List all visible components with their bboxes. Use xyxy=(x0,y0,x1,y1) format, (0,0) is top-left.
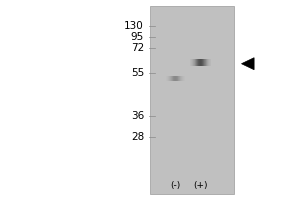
Bar xyxy=(176,76,177,81)
Bar xyxy=(200,59,201,66)
Polygon shape xyxy=(242,58,254,70)
Bar xyxy=(174,76,175,81)
Bar xyxy=(202,59,203,66)
Bar xyxy=(201,59,202,66)
Bar xyxy=(169,76,170,81)
Bar xyxy=(150,6,234,194)
Text: 95: 95 xyxy=(131,32,144,42)
Bar xyxy=(210,59,211,66)
Bar xyxy=(205,59,206,66)
Bar xyxy=(192,59,193,66)
Bar xyxy=(180,76,181,81)
Bar xyxy=(195,59,196,66)
Bar xyxy=(206,59,207,66)
Bar xyxy=(168,76,169,81)
Bar xyxy=(183,76,184,81)
Bar xyxy=(209,59,210,66)
Bar xyxy=(204,59,205,66)
Bar xyxy=(203,59,204,66)
Bar xyxy=(207,59,208,66)
Bar xyxy=(167,76,168,81)
Bar xyxy=(197,59,198,66)
Text: (-): (-) xyxy=(170,181,180,190)
Bar xyxy=(171,76,172,81)
Bar xyxy=(179,76,180,81)
Bar xyxy=(193,59,194,66)
Bar xyxy=(173,76,174,81)
Text: (+): (+) xyxy=(193,181,208,190)
Bar xyxy=(172,76,173,81)
Bar xyxy=(178,76,179,81)
Text: 130: 130 xyxy=(124,21,144,31)
Bar xyxy=(170,76,171,81)
Bar xyxy=(196,59,197,66)
Bar xyxy=(198,59,199,66)
Bar xyxy=(184,76,185,81)
Text: 28: 28 xyxy=(131,132,144,142)
Bar xyxy=(181,76,182,81)
Bar xyxy=(199,59,200,66)
Bar xyxy=(191,59,192,66)
Text: 72: 72 xyxy=(131,43,144,53)
Text: 55: 55 xyxy=(131,68,144,78)
Bar xyxy=(166,76,167,81)
Bar xyxy=(169,76,170,81)
Bar xyxy=(190,59,191,66)
Bar xyxy=(177,76,178,81)
Bar xyxy=(182,76,183,81)
Text: 36: 36 xyxy=(131,111,144,121)
Bar xyxy=(208,59,209,66)
Bar xyxy=(194,59,195,66)
